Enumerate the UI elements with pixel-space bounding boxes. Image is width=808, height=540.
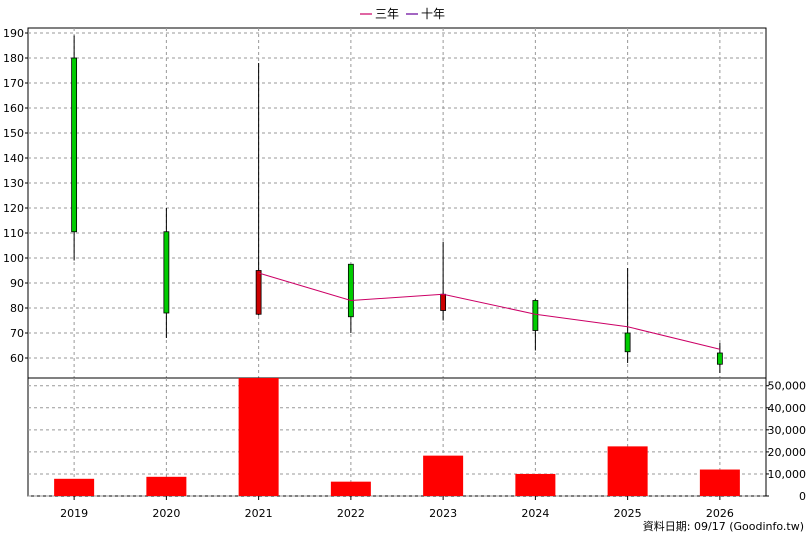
volume-bar-2024 [515,473,556,496]
candle-body [716,352,723,365]
candle-2026 [716,343,723,373]
price-y-axis: 60 70 80 90 100 110 120 130 140 150 160 170 180 190 [3,27,28,365]
price-tick-label: 160 [3,102,24,115]
candle-body [71,57,78,233]
x-tick-label: 2024 [521,507,549,520]
data-date-footer: 資料日期: 09/17 (Goodinfo.tw) [643,519,804,533]
price-tick-label: 170 [3,77,24,90]
volume-y-axis: 0 10,000 20,000 30,000 40,000 50,000 [766,380,806,503]
candle-body [532,300,539,331]
three-year-line [258,272,720,350]
price-tick-label: 90 [10,277,24,290]
candle-2022 [347,263,354,333]
volume-tick-label: 0 [799,490,806,503]
volume-tick-label: 50,000 [768,380,807,393]
volume-tick-label: 10,000 [768,468,807,481]
candle-body [624,332,631,353]
volume-bar-2019 [54,478,95,496]
legend-label-three-year: 三年 [375,7,399,21]
volume-panel: 0 10,000 20,000 30,000 40,000 50,000 [27,377,806,503]
price-plot-frame [27,27,767,379]
x-tick-label: 2021 [245,507,273,520]
price-tick-label: 130 [3,177,24,190]
candle-body [163,231,170,314]
price-tick-label: 150 [3,127,24,140]
volume-tick-label: 40,000 [768,402,807,415]
volume-bar-2026 [699,469,740,496]
volume-tick-label: 20,000 [768,446,807,459]
price-tick-label: 100 [3,252,24,265]
price-tick-label: 180 [3,52,24,65]
price-tick-label: 120 [3,202,24,215]
candle-2019 [71,35,78,261]
x-tick-label: 2026 [706,507,734,520]
x-tick-label: 2020 [152,507,180,520]
price-panel: 60 70 80 90 100 110 120 130 140 150 160 170 180 190 [3,27,767,379]
price-tick-label: 140 [3,152,24,165]
candle-body [440,293,447,311]
price-tick-label: 190 [3,27,24,40]
volume-bars [54,378,740,496]
price-tick-label: 60 [10,352,24,365]
price-tick-label: 70 [10,327,24,340]
legend-label-ten-year: 十年 [421,7,445,21]
volume-tick-label: 30,000 [768,424,807,437]
candle-2020 [163,208,170,338]
x-tick-label: 2025 [614,507,642,520]
candle-2025 [624,268,631,363]
volume-bar-2025 [607,446,648,496]
volume-bar-2023 [423,455,464,496]
price-grid [28,28,766,378]
legend: 三年 十年 [360,7,445,21]
candle-2024 [532,299,539,351]
candle-body [347,263,354,318]
price-tick-label: 80 [10,302,24,315]
volume-bar-2022 [330,481,371,496]
volume-bar-2021 [238,378,279,496]
volume-bar-2020 [146,476,187,496]
candle-body [255,270,262,315]
x-axis: 2019 2020 2021 2022 2023 2024 2025 2026 [60,496,734,520]
volume-plot-frame [27,377,767,497]
x-tick-label: 2023 [429,507,457,520]
x-tick-label: 2022 [337,507,365,520]
x-tick-label: 2019 [60,507,88,520]
volume-grid [28,378,766,497]
price-tick-label: 110 [3,227,24,240]
